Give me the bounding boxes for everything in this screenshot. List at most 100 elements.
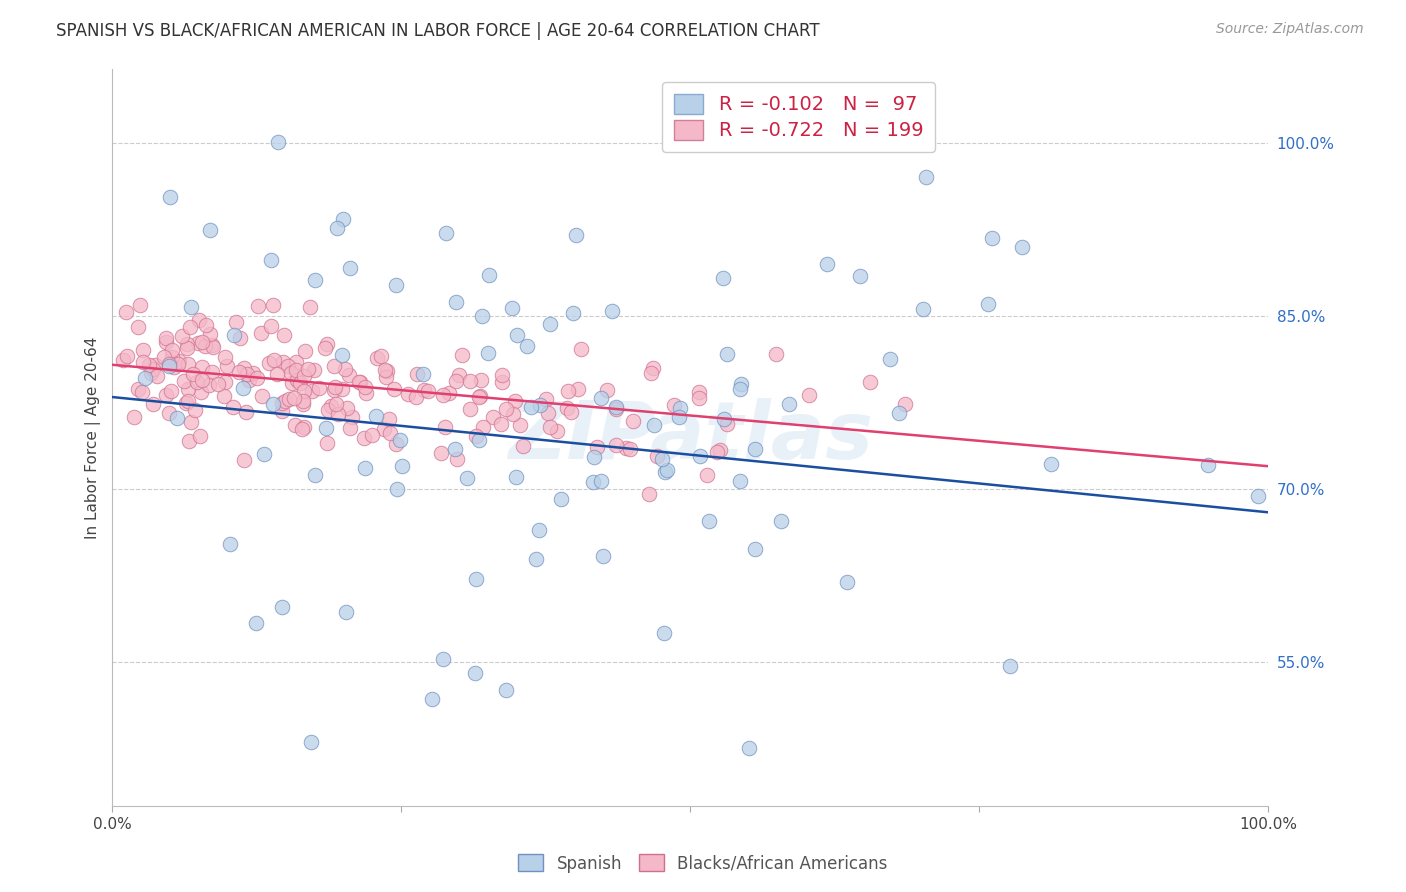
Point — [132, 355, 155, 369]
Point — [529, 398, 551, 412]
Point — [157, 406, 180, 420]
Point — [271, 396, 294, 410]
Point — [396, 387, 419, 401]
Point — [915, 169, 938, 184]
Point — [688, 384, 710, 399]
Point — [651, 452, 673, 467]
Point — [889, 406, 911, 420]
Point — [145, 358, 167, 372]
Point — [444, 294, 467, 309]
Point — [696, 468, 718, 483]
Point — [201, 365, 224, 379]
Point — [380, 426, 402, 441]
Point — [770, 514, 793, 528]
Point — [416, 384, 439, 398]
Point — [134, 370, 156, 384]
Point — [1040, 457, 1063, 471]
Point — [430, 445, 453, 459]
Legend: R = -0.102   N =  97, R = -0.722   N = 199: R = -0.102 N = 97, R = -0.722 N = 199 — [662, 82, 935, 153]
Point — [273, 327, 295, 342]
Point — [172, 329, 194, 343]
Point — [342, 410, 364, 425]
Point — [235, 405, 257, 419]
Point — [434, 226, 457, 240]
Point — [534, 392, 557, 406]
Point — [184, 402, 207, 417]
Point — [176, 337, 198, 351]
Point — [242, 366, 264, 380]
Point — [688, 392, 710, 406]
Point — [477, 346, 499, 360]
Point — [250, 389, 273, 403]
Point — [366, 351, 388, 366]
Point — [159, 190, 181, 204]
Point — [502, 407, 524, 421]
Point — [316, 436, 339, 450]
Point — [689, 449, 711, 463]
Point — [384, 437, 406, 451]
Point — [495, 682, 517, 697]
Point — [292, 369, 315, 384]
Point — [432, 387, 454, 401]
Point — [128, 298, 150, 312]
Point — [643, 361, 665, 376]
Point — [412, 383, 434, 397]
Point — [259, 356, 281, 370]
Point — [176, 396, 198, 410]
Point — [280, 366, 302, 380]
Point — [294, 344, 316, 359]
Point — [583, 450, 606, 464]
Point — [713, 412, 735, 426]
Point — [893, 397, 915, 411]
Point — [160, 350, 183, 364]
Point — [998, 659, 1021, 673]
Point — [550, 491, 572, 506]
Point — [228, 365, 250, 379]
Point — [378, 412, 401, 426]
Point — [744, 442, 766, 457]
Point — [709, 443, 731, 458]
Point — [706, 445, 728, 459]
Point — [260, 252, 283, 267]
Point — [198, 223, 221, 237]
Point — [467, 390, 489, 404]
Point — [501, 301, 523, 316]
Point — [364, 409, 387, 423]
Point — [299, 735, 322, 749]
Point — [250, 326, 273, 341]
Point — [166, 410, 188, 425]
Point — [292, 384, 315, 398]
Point — [406, 367, 429, 381]
Point — [225, 315, 247, 329]
Point — [152, 350, 174, 364]
Point — [509, 417, 531, 432]
Point — [567, 382, 589, 396]
Point — [605, 400, 627, 414]
Point — [482, 409, 505, 424]
Point — [540, 318, 562, 332]
Point — [596, 383, 619, 397]
Point — [180, 415, 202, 429]
Point — [315, 337, 337, 351]
Point — [201, 340, 224, 354]
Point — [315, 421, 337, 435]
Point — [382, 382, 405, 396]
Point — [373, 422, 395, 436]
Point — [582, 475, 605, 490]
Point — [163, 359, 186, 374]
Point — [298, 300, 321, 314]
Legend: Spanish, Blacks/African Americans: Spanish, Blacks/African Americans — [512, 847, 894, 880]
Point — [1247, 489, 1270, 503]
Y-axis label: In Labor Force | Age 20-64: In Labor Force | Age 20-64 — [86, 336, 101, 539]
Point — [273, 354, 295, 368]
Point — [505, 470, 527, 484]
Point — [447, 368, 470, 382]
Point — [557, 384, 579, 398]
Point — [157, 359, 180, 373]
Point — [643, 417, 665, 432]
Point — [835, 575, 858, 590]
Point — [478, 268, 501, 283]
Point — [200, 326, 222, 341]
Point — [155, 388, 177, 402]
Point — [977, 297, 1000, 311]
